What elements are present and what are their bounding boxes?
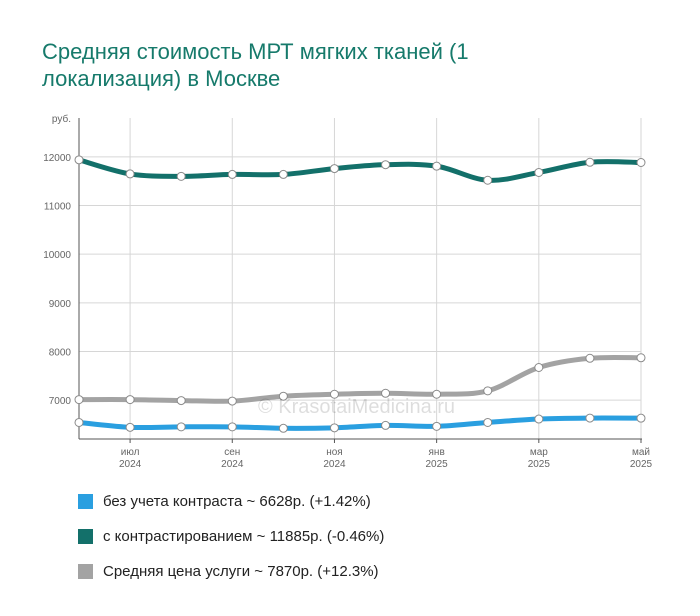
legend-swatch-average xyxy=(78,564,93,579)
data-point-with-contrast-7 xyxy=(432,161,442,171)
data-point-average-10 xyxy=(585,353,595,363)
chart-title-line-2: локализация) в Москве xyxy=(42,66,281,91)
y-axis-unit-label: руб. xyxy=(52,113,71,125)
data-point-average-2 xyxy=(176,396,186,406)
legend-label-no-contrast: без учета контраста ~ 6628р. (+1.42%) xyxy=(103,493,371,510)
x-tick-label-мар: мар xyxy=(530,447,548,458)
legend-item-with-contrast[interactable]: с контрастированием ~ 11885р. (-0.46%) xyxy=(78,519,384,554)
data-point-average-5 xyxy=(329,389,339,399)
y-tick-label-8000: 8000 xyxy=(49,347,72,358)
legend-item-average[interactable]: Средняя цена услуги ~ 7870р. (+12.3%) xyxy=(78,554,384,589)
data-point-with-contrast-2 xyxy=(176,171,186,181)
data-point-no-contrast-2 xyxy=(176,422,186,432)
series-line-with-contrast xyxy=(76,157,644,183)
x-tick-label-июл: июл xyxy=(121,447,140,458)
legend-label-average: Средняя цена услуги ~ 7870р. (+12.3%) xyxy=(103,563,379,580)
chart-title-line-1: Средняя стоимость МРТ мягких тканей (1 xyxy=(42,39,469,64)
data-point-no-contrast-11 xyxy=(636,413,646,423)
y-tick-label-10000: 10000 xyxy=(43,250,71,261)
data-point-no-contrast-5 xyxy=(329,423,339,433)
data-point-with-contrast-11 xyxy=(636,158,646,168)
data-point-with-contrast-1 xyxy=(125,169,135,179)
x-tick-year-янв: 2025 xyxy=(426,459,449,470)
chart-legend: без учета контраста ~ 6628р. (+1.42%) с … xyxy=(78,484,384,589)
data-point-no-contrast-9 xyxy=(534,414,544,424)
data-point-with-contrast-4 xyxy=(278,169,288,179)
data-point-average-8 xyxy=(483,386,493,396)
data-point-no-contrast-0 xyxy=(74,417,84,427)
data-point-no-contrast-7 xyxy=(432,421,442,431)
data-point-no-contrast-10 xyxy=(585,413,595,423)
x-tick-year-июл: 2024 xyxy=(119,459,142,470)
x-tick-year-ноя: 2024 xyxy=(323,459,346,470)
x-tick-label-янв: янв xyxy=(429,447,445,458)
data-point-no-contrast-4 xyxy=(278,423,288,433)
data-point-average-4 xyxy=(278,391,288,401)
x-tick-label-ноя: ноя xyxy=(326,447,343,458)
x-tick-year-мар: 2025 xyxy=(528,459,551,470)
watermark: © KrasotaiMedicina.ru xyxy=(258,396,456,418)
data-point-average-0 xyxy=(74,395,84,405)
y-tick-label-11000: 11000 xyxy=(44,202,72,213)
x-tick-year-сен: 2024 xyxy=(221,459,244,470)
data-point-with-contrast-5 xyxy=(329,164,339,174)
y-tick-label-9000: 9000 xyxy=(49,299,72,310)
data-point-average-7 xyxy=(432,389,442,399)
legend-label-with-contrast: с контрастированием ~ 11885р. (-0.46%) xyxy=(103,528,385,545)
data-point-with-contrast-6 xyxy=(381,160,391,170)
y-tick-label-12000: 12000 xyxy=(43,153,71,164)
x-tick-label-май: май xyxy=(632,447,650,458)
data-point-average-1 xyxy=(125,395,135,405)
data-point-no-contrast-8 xyxy=(483,417,493,427)
data-point-no-contrast-1 xyxy=(125,422,135,432)
data-point-with-contrast-3 xyxy=(227,169,237,179)
data-point-with-contrast-0 xyxy=(74,155,84,165)
data-point-average-3 xyxy=(227,396,237,406)
data-point-no-contrast-3 xyxy=(227,422,237,432)
data-point-with-contrast-10 xyxy=(585,157,595,167)
x-tick-label-сен: сен xyxy=(224,447,240,458)
data-point-average-9 xyxy=(534,363,544,373)
data-point-with-contrast-8 xyxy=(483,175,493,185)
series-line-no-contrast xyxy=(76,415,644,431)
legend-swatch-no-contrast xyxy=(78,494,93,509)
legend-swatch-with-contrast xyxy=(78,529,93,544)
data-point-average-11 xyxy=(636,353,646,363)
data-point-average-6 xyxy=(381,388,391,398)
y-tick-label-7000: 7000 xyxy=(49,396,72,407)
line-chart: 700080009000100001100012000руб.июл2024се… xyxy=(43,113,653,470)
data-point-with-contrast-9 xyxy=(534,167,544,177)
series-line-average xyxy=(76,354,644,404)
x-tick-year-май: 2025 xyxy=(630,459,653,470)
data-point-no-contrast-6 xyxy=(381,420,391,430)
chart-title: Средняя стоимость МРТ мягких тканей (1 л… xyxy=(42,38,642,92)
legend-item-no-contrast[interactable]: без учета контраста ~ 6628р. (+1.42%) xyxy=(78,484,384,519)
